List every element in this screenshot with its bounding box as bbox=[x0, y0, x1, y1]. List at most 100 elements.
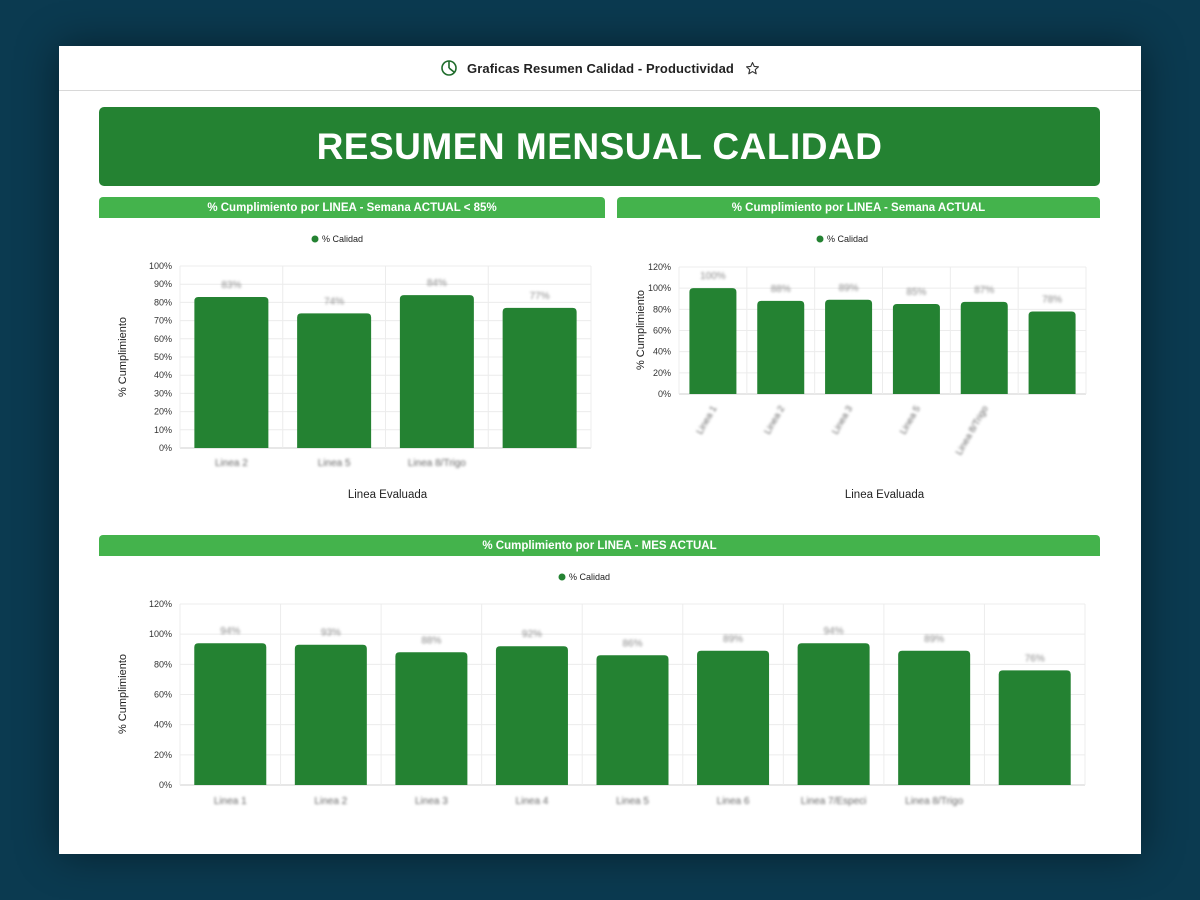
y-tick-label: 10% bbox=[154, 425, 172, 435]
legend-marker bbox=[311, 235, 319, 243]
section-header-week-below-85: % Cumplimiento por LINEA - Semana ACTUAL… bbox=[99, 197, 605, 218]
x-tick-label: Linea 5 bbox=[898, 404, 923, 436]
bar bbox=[898, 650, 971, 785]
y-axis-title: % Cumplimiento bbox=[635, 290, 647, 370]
summary-banner: RESUMEN MENSUAL CALIDAD bbox=[99, 107, 1100, 186]
data-label: 94% bbox=[220, 626, 240, 637]
x-tick-label: Linea 8/Trigo bbox=[408, 458, 466, 469]
x-tick-label: Linea 2 bbox=[314, 796, 347, 807]
data-label: 89% bbox=[839, 283, 859, 294]
y-tick-label: 80% bbox=[653, 304, 671, 314]
bar bbox=[194, 643, 267, 785]
section-title: % Cumplimiento por LINEA - Semana ACTUAL… bbox=[207, 201, 497, 214]
x-tick-label: Linea 8/Trigo bbox=[954, 404, 991, 457]
y-tick-label: 70% bbox=[154, 316, 172, 326]
chart-month-actual: 0% 20% 40% 60% 80% 100% 120% % Calidad 94% Linea … bbox=[117, 572, 1086, 807]
y-tick-label: 0% bbox=[658, 389, 671, 399]
y-axis-title: % Cumplimiento bbox=[117, 317, 129, 397]
data-label: 78% bbox=[1042, 294, 1062, 305]
pie-chart-icon bbox=[440, 59, 458, 77]
data-label: 89% bbox=[924, 634, 944, 645]
x-tick-label: Linea 2 bbox=[762, 404, 787, 436]
y-tick-label: 100% bbox=[648, 283, 671, 293]
data-label: 85% bbox=[906, 287, 926, 298]
x-tick-label: Linea 7/Especi bbox=[801, 796, 867, 807]
data-label: 89% bbox=[723, 634, 743, 645]
legend-label: % Calidad bbox=[569, 572, 610, 582]
data-label: 88% bbox=[421, 635, 441, 646]
y-tick-label: 50% bbox=[154, 352, 172, 362]
legend-marker bbox=[816, 235, 824, 243]
bar bbox=[757, 300, 805, 394]
y-tick-label: 0% bbox=[159, 780, 172, 790]
bar bbox=[697, 650, 770, 785]
y-tick-label: 30% bbox=[154, 388, 172, 398]
star-icon[interactable] bbox=[745, 61, 760, 76]
bar bbox=[998, 670, 1071, 785]
app-window: Graficas Resumen Calidad - Productividad… bbox=[59, 46, 1141, 854]
bar bbox=[825, 299, 873, 394]
bar bbox=[596, 655, 669, 785]
legend-label: % Calidad bbox=[322, 234, 363, 244]
y-axis-title: % Cumplimiento bbox=[117, 654, 129, 734]
data-label: 87% bbox=[974, 285, 994, 296]
legend-label: % Calidad bbox=[827, 234, 868, 244]
y-tick-label: 120% bbox=[149, 599, 172, 609]
window-title: Graficas Resumen Calidad - Productividad bbox=[467, 60, 734, 76]
data-label: 86% bbox=[622, 638, 642, 649]
data-label: 77% bbox=[530, 291, 550, 302]
y-tick-label: 60% bbox=[653, 326, 671, 336]
x-tick-label: Linea 3 bbox=[415, 796, 448, 807]
bar bbox=[502, 307, 577, 448]
data-label: 100% bbox=[700, 271, 726, 282]
y-tick-label: 120% bbox=[648, 262, 671, 272]
x-tick-label: Linea 8/Trigo bbox=[905, 796, 963, 807]
bar bbox=[689, 288, 737, 394]
section-title: % Cumplimiento por LINEA - Semana ACTUAL bbox=[731, 201, 986, 214]
bar bbox=[399, 295, 474, 448]
x-tick-label: Linea 3 bbox=[830, 404, 855, 436]
bar bbox=[960, 301, 1008, 394]
y-tick-label: 60% bbox=[154, 690, 172, 700]
y-tick-label: 20% bbox=[154, 750, 172, 760]
y-tick-label: 60% bbox=[154, 334, 172, 344]
data-label: 93% bbox=[321, 628, 341, 639]
y-tick-label: 90% bbox=[154, 279, 172, 289]
data-label: 92% bbox=[522, 629, 542, 640]
bar bbox=[395, 652, 468, 785]
x-tick-label: Linea 2 bbox=[215, 458, 248, 469]
y-tick-label: 80% bbox=[154, 297, 172, 307]
y-tick-label: 80% bbox=[154, 659, 172, 669]
y-tick-label: 0% bbox=[159, 443, 172, 453]
legend-marker bbox=[558, 573, 566, 581]
chart-week-below-85: 0% 10% 20% 30% 40% 50% 60% 70% 80% 90% 100% % Calid… bbox=[117, 234, 592, 501]
x-axis-title: Linea Evaluada bbox=[845, 489, 925, 501]
y-tick-label: 100% bbox=[149, 629, 172, 639]
data-label: 84% bbox=[427, 278, 447, 289]
data-label: 83% bbox=[221, 280, 241, 291]
y-tick-label: 20% bbox=[154, 407, 172, 417]
data-label: 76% bbox=[1025, 653, 1045, 664]
x-tick-label: Linea 6 bbox=[717, 796, 750, 807]
x-tick-label: Linea 5 bbox=[318, 458, 351, 469]
y-tick-label: 40% bbox=[653, 347, 671, 357]
x-tick-label: Linea 1 bbox=[214, 796, 247, 807]
data-label: 88% bbox=[771, 284, 791, 295]
section-header-month-actual: % Cumplimiento por LINEA - MES ACTUAL bbox=[99, 535, 1100, 556]
bar bbox=[294, 644, 367, 785]
data-label: 74% bbox=[324, 296, 344, 307]
bar bbox=[1028, 311, 1076, 394]
bar bbox=[297, 313, 372, 448]
x-tick-label: Linea 1 bbox=[694, 404, 719, 436]
x-tick-label: Linea 4 bbox=[516, 796, 549, 807]
title-bar: Graficas Resumen Calidad - Productividad bbox=[59, 46, 1141, 91]
y-tick-label: 40% bbox=[154, 370, 172, 380]
section-title: % Cumplimiento por LINEA - MES ACTUAL bbox=[482, 539, 717, 552]
banner-title: RESUMEN MENSUAL CALIDAD bbox=[316, 125, 883, 167]
bar bbox=[892, 304, 940, 394]
x-axis-title: Linea Evaluada bbox=[348, 489, 428, 501]
data-label: 94% bbox=[824, 626, 844, 637]
y-tick-label: 40% bbox=[154, 720, 172, 730]
y-tick-label: 100% bbox=[149, 261, 172, 271]
bar bbox=[194, 296, 269, 448]
